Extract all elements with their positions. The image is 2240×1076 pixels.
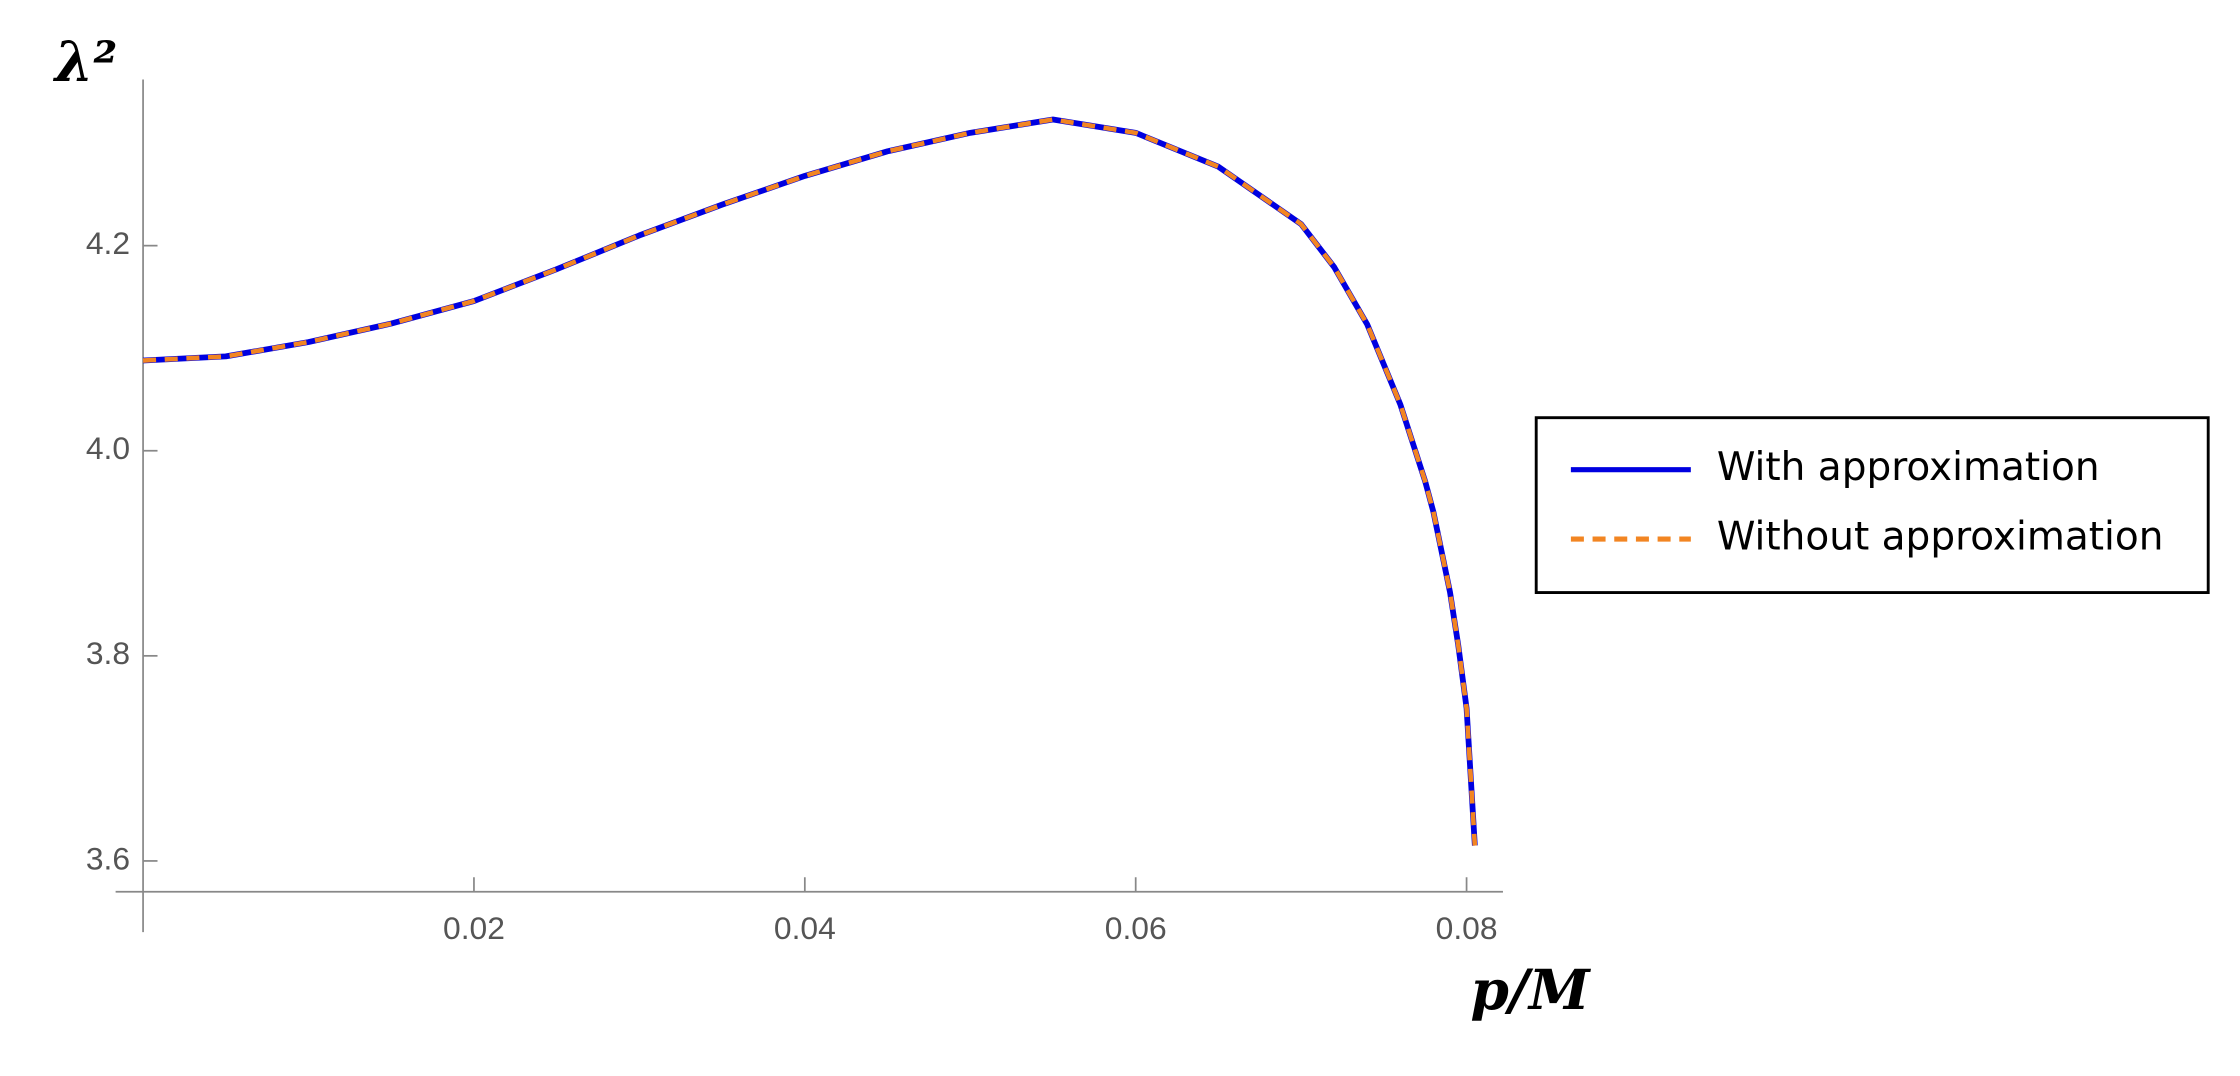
y-tick-label: 4.0: [86, 430, 130, 466]
x-tick-label: 0.02: [443, 910, 505, 946]
legend-label: Without approximation: [1717, 515, 2164, 560]
x-axis-label: p/M: [1470, 957, 1591, 1022]
legend-label: With approximation: [1717, 445, 2100, 490]
series-line: [142, 116, 1478, 846]
x-tick-label: 0.06: [1105, 910, 1167, 946]
legend-box: [1534, 416, 2210, 594]
series-line: [142, 117, 1478, 846]
y-tick-label: 4.2: [86, 225, 130, 261]
x-tick-label: 0.08: [1436, 910, 1498, 946]
y-axis-label: λ²: [53, 29, 118, 94]
x-tick-label: 0.04: [774, 910, 836, 946]
y-tick-label: 3.8: [86, 635, 130, 671]
y-tick-label: 3.6: [86, 840, 130, 876]
